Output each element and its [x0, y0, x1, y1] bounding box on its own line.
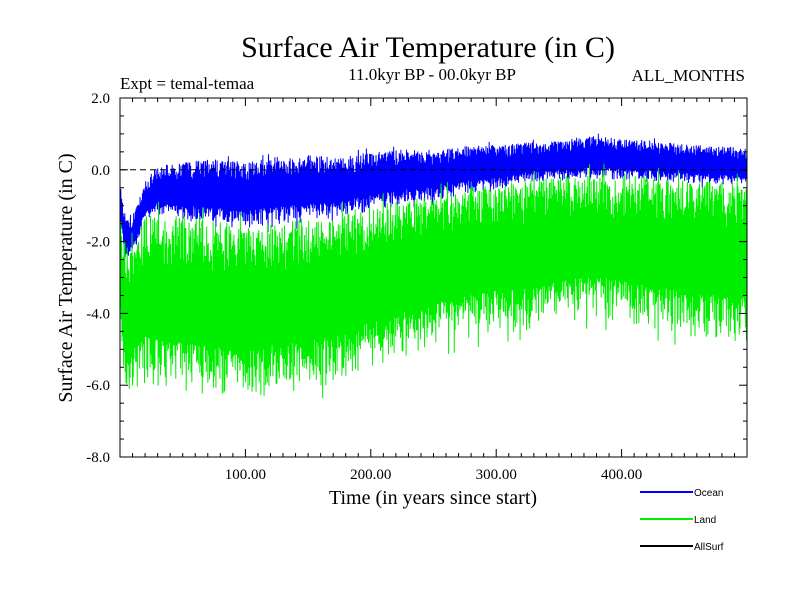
- legend-label-ocean: Ocean: [694, 488, 723, 499]
- plot-area: 100.00 200.00 300.00 400.00 -8.0 -6.0 -4.0 -2.0…: [86, 91, 748, 483]
- y-tick-label: -4.0: [86, 306, 110, 322]
- legend-label-land: Land: [694, 515, 716, 526]
- legend: Ocean Land AllSurf: [640, 488, 724, 553]
- time-range-label: 11.0kyr BP - 00.0kyr BP: [348, 65, 516, 84]
- x-tick-label: 100.00: [225, 467, 266, 483]
- y-tick-label: -2.0: [86, 235, 110, 251]
- y-tick-label: -8.0: [86, 450, 110, 466]
- experiment-label: Expt = temal-temaa: [120, 74, 255, 93]
- series-ocean-line: [119, 133, 748, 258]
- y-axis-label: Surface Air Temperature (in C): [55, 153, 77, 402]
- y-tick-label: 2.0: [91, 91, 110, 107]
- chart-title: Surface Air Temperature (in C): [241, 31, 615, 64]
- series-land-line: [119, 163, 748, 399]
- months-label: ALL_MONTHS: [632, 66, 745, 85]
- x-tick-label: 200.00: [350, 467, 391, 483]
- x-tick-label: 300.00: [476, 467, 517, 483]
- x-tick-label: 400.00: [601, 467, 642, 483]
- x-axis-label: Time (in years since start): [329, 487, 537, 509]
- legend-label-allsurf: AllSurf: [694, 542, 724, 553]
- y-tick-label: 0.0: [91, 163, 110, 179]
- y-tick-label: -6.0: [86, 378, 110, 394]
